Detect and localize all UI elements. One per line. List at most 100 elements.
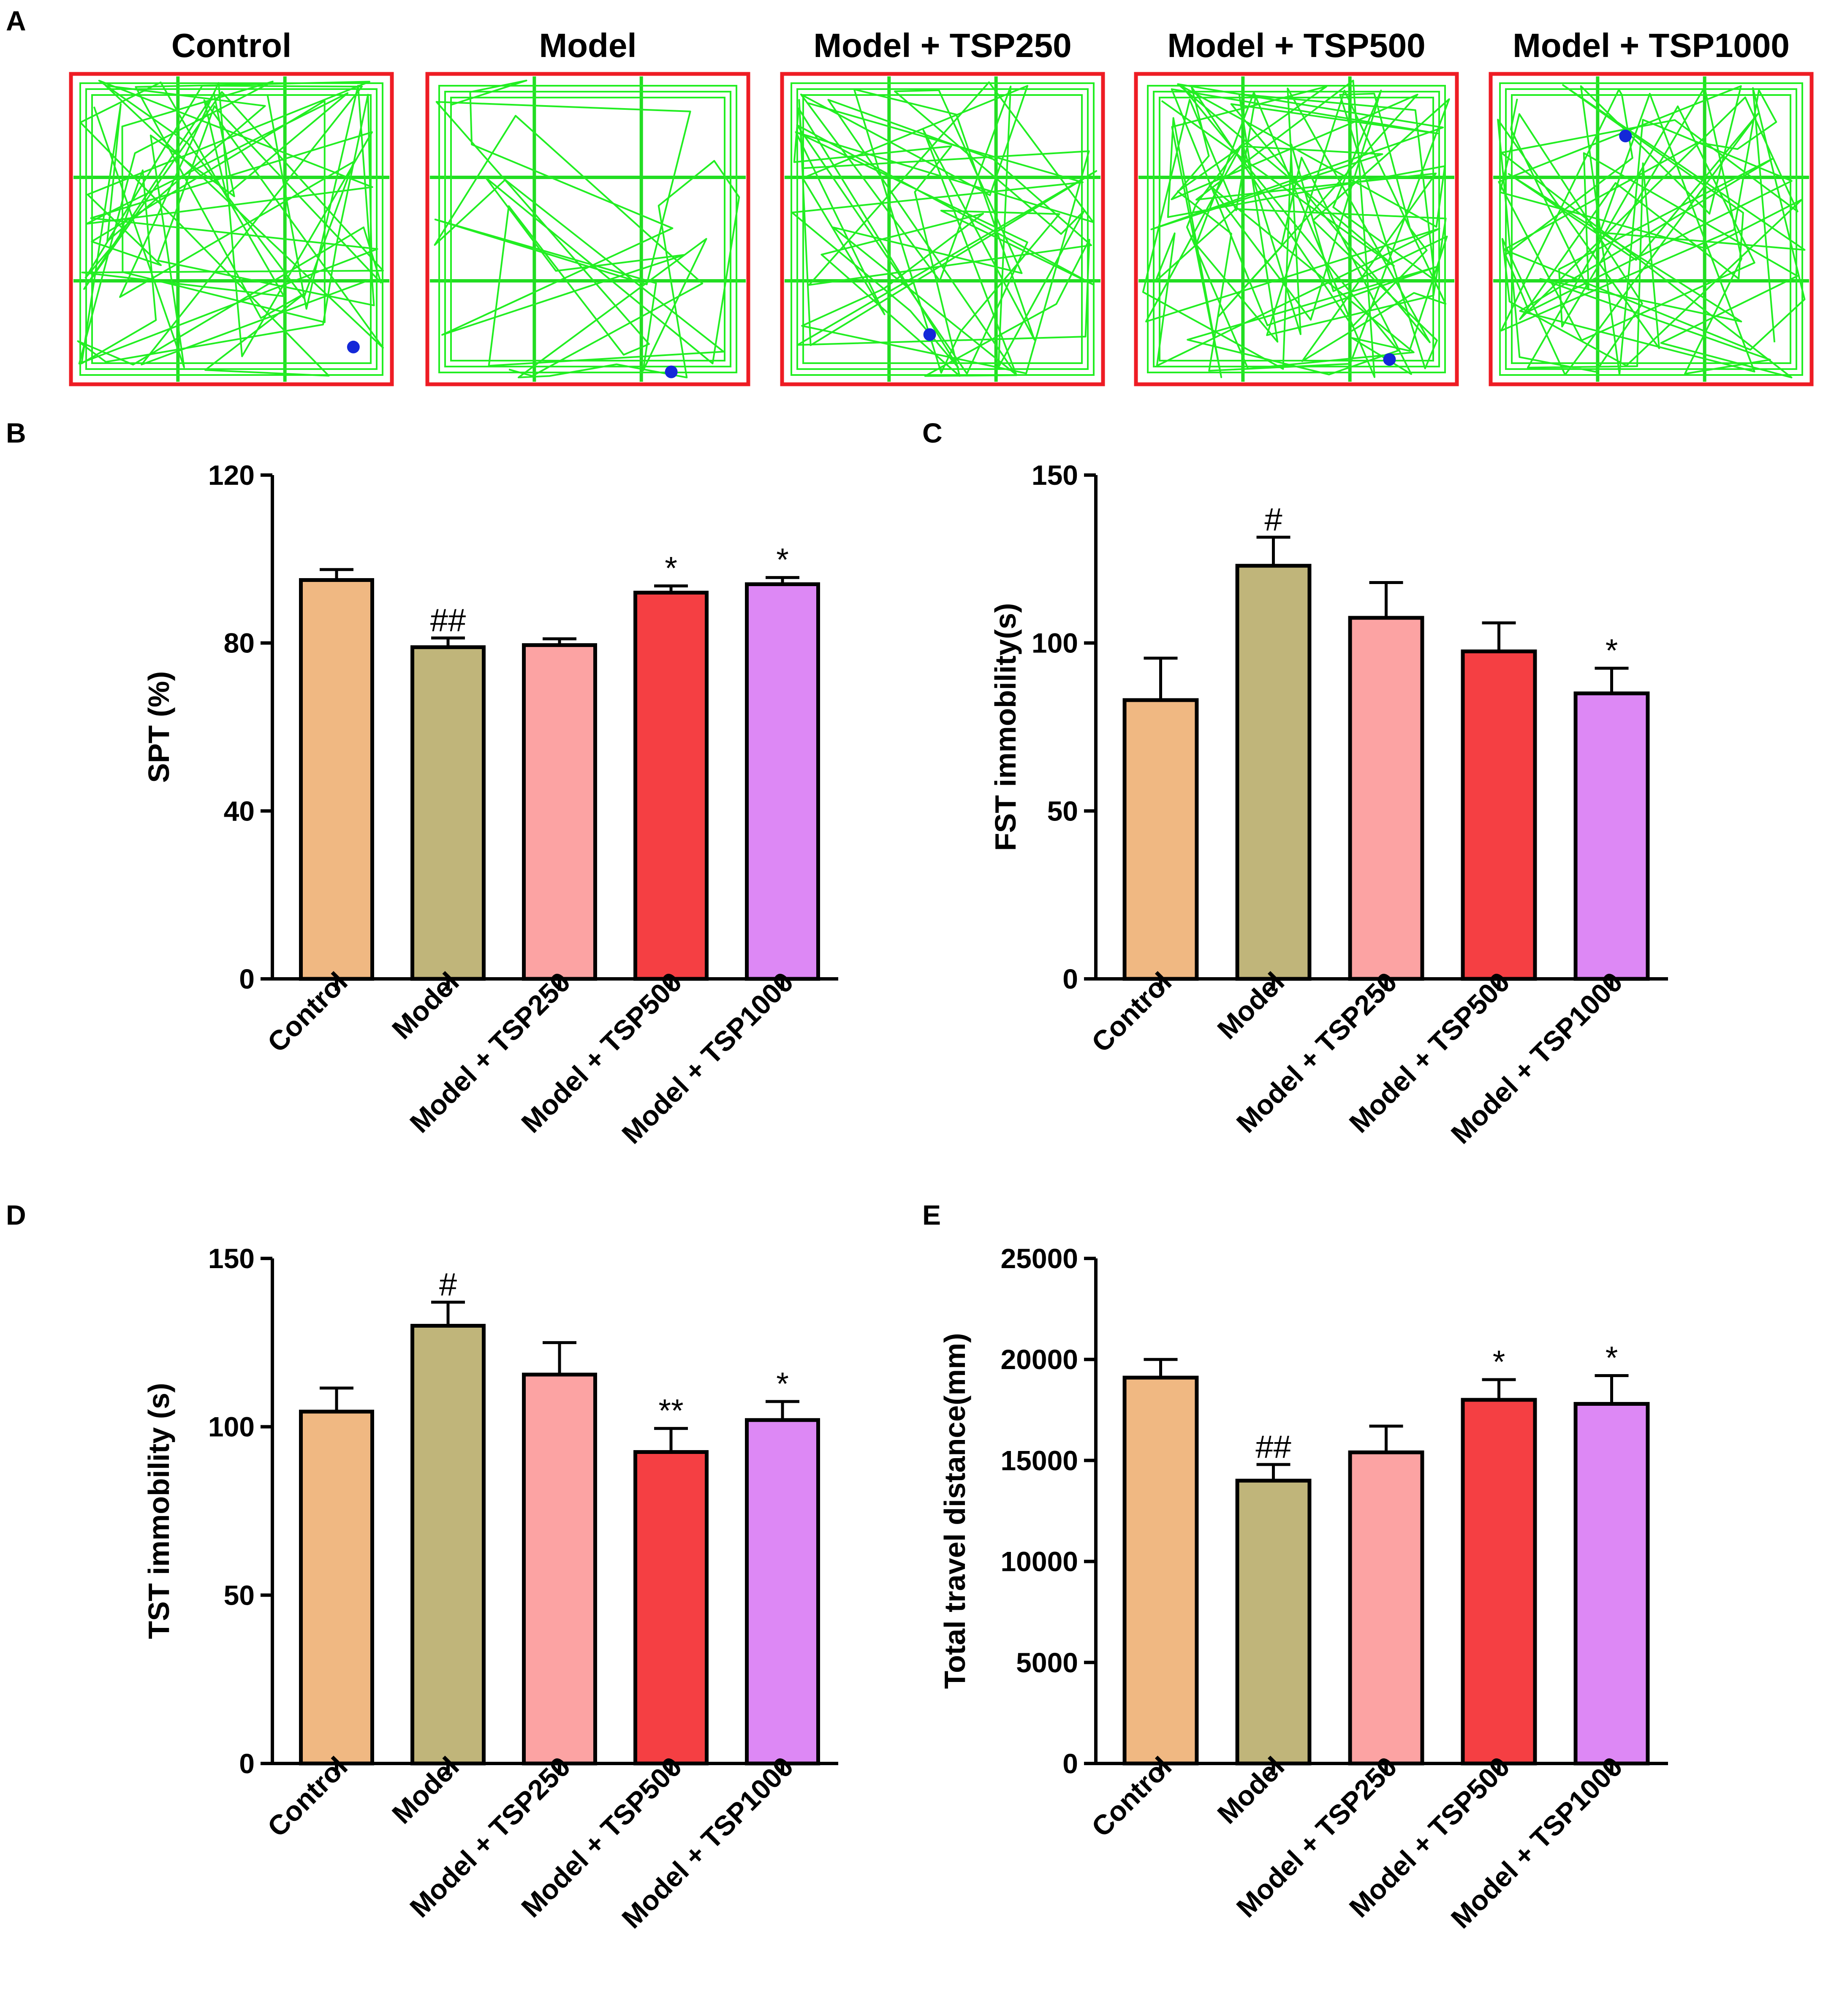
significance-marker: # — [439, 1267, 457, 1303]
bar-3 — [522, 1372, 597, 1766]
significance-marker: # — [1264, 502, 1282, 538]
y-tick-label: 100 — [208, 1411, 255, 1443]
y-tick-label: 0 — [1062, 1748, 1078, 1779]
arena-inner — [785, 76, 1100, 382]
arena-track — [434, 79, 740, 378]
animal-position-marker — [1619, 130, 1632, 142]
arena-perimeter-track — [1147, 85, 1446, 373]
y-tick-label: 50 — [1047, 795, 1078, 826]
bar-4 — [1461, 1398, 1537, 1766]
bar-2 — [410, 645, 486, 981]
bar-5 — [1573, 1402, 1650, 1766]
y-tick-label: 100 — [1032, 628, 1078, 659]
arena-track — [1142, 79, 1450, 378]
arena-perimeter-track — [1511, 94, 1791, 364]
arena-inner — [1493, 76, 1809, 382]
y-tick-label: 40 — [224, 795, 255, 826]
animal-position-marker — [665, 365, 678, 378]
y-tick-label: 150 — [208, 1243, 255, 1274]
y-tick-label: 80 — [224, 628, 255, 659]
arena-perimeter-track — [450, 97, 725, 361]
arena-title: Control — [171, 27, 291, 64]
arena-inner — [430, 76, 746, 382]
open-field-arenas: Control Model Model + TSP250 Model + TSP500… — [69, 27, 1814, 386]
panel-letter-a: A — [6, 5, 26, 36]
animal-position-marker — [923, 328, 936, 341]
bar-1 — [1122, 698, 1199, 981]
bar-5 — [1573, 691, 1650, 981]
arena-4: Model + TSP500 — [1134, 27, 1459, 386]
animal-position-marker — [1383, 353, 1396, 366]
y-tick-label: 120 — [208, 459, 255, 491]
y-tick-label: 25000 — [1000, 1243, 1078, 1274]
bar-2 — [1235, 1478, 1312, 1766]
bar-1 — [299, 578, 374, 981]
y-tick-label: 0 — [1062, 963, 1078, 994]
panel-letter-e: E — [922, 1199, 941, 1231]
bar-5 — [745, 582, 820, 981]
y-axis-title: Total travel distance(mm) — [938, 1333, 971, 1689]
arena-perimeter-track — [1505, 88, 1797, 370]
bar-3 — [1348, 616, 1424, 981]
significance-marker: ** — [658, 1393, 683, 1429]
arena-perimeter-track — [1499, 82, 1803, 376]
arena-title: Model + TSP1000 — [1513, 27, 1790, 64]
arena-title: Model + TSP500 — [1167, 27, 1425, 64]
y-axis-title: FST immobility(s) — [989, 603, 1022, 851]
arena-3: Model + TSP250 — [780, 27, 1105, 386]
significance-marker: ## — [1255, 1429, 1291, 1465]
arena-perimeter-track — [1159, 97, 1434, 361]
arena-perimeter-track — [444, 91, 731, 367]
arena-5: Model + TSP1000 — [1489, 27, 1814, 386]
arena-2: Model — [425, 27, 750, 386]
significance-marker: * — [1493, 1344, 1505, 1380]
animal-position-marker — [347, 340, 360, 353]
bar-4 — [633, 1450, 709, 1766]
arena-perimeter-track — [802, 94, 1083, 364]
bar-1 — [299, 1410, 374, 1766]
y-tick-label: 0 — [239, 1748, 255, 1779]
y-tick-label: 50 — [224, 1579, 255, 1611]
significance-marker: * — [1606, 633, 1618, 668]
significance-marker: * — [1606, 1340, 1618, 1376]
y-tick-label: 150 — [1032, 459, 1078, 491]
arena-inner — [73, 76, 389, 382]
arena-perimeter-track — [1153, 91, 1440, 367]
arena-inner — [1138, 76, 1454, 382]
arena-perimeter-track — [85, 88, 378, 370]
y-tick-label: 5000 — [1016, 1647, 1078, 1678]
bar-3 — [522, 643, 597, 981]
arena-title: Model — [539, 27, 636, 64]
bar-1 — [1122, 1375, 1199, 1766]
significance-marker: * — [776, 542, 789, 578]
bar-2 — [1235, 564, 1312, 981]
arena-perimeter-track — [79, 82, 383, 376]
bar-4 — [1461, 649, 1537, 981]
arena-track — [77, 80, 384, 377]
y-tick-label: 0 — [239, 963, 255, 994]
y-tick-label: 20000 — [1000, 1344, 1078, 1375]
significance-marker: ## — [430, 603, 466, 638]
bar-3 — [1348, 1450, 1424, 1766]
y-tick-label: 15000 — [1000, 1445, 1078, 1476]
panel-letter-c: C — [922, 417, 943, 448]
chart-total-travel-distance: 0 5000 10000 15000 20000 25000 Total travel di… — [938, 1243, 1668, 1934]
arena-perimeter-track — [438, 85, 737, 373]
significance-marker: * — [665, 550, 677, 586]
arena-1: Control — [69, 27, 394, 386]
panel-letter-d: D — [6, 1199, 26, 1231]
arena-perimeter-track — [91, 94, 372, 364]
y-axis-title: SPT (%) — [142, 671, 175, 782]
arena-title: Model + TSP250 — [813, 27, 1071, 64]
bar-2 — [410, 1323, 486, 1766]
bar-5 — [745, 1418, 820, 1766]
arena-perimeter-track — [791, 82, 1095, 376]
arena-track — [791, 81, 1098, 377]
significance-marker: * — [776, 1366, 789, 1402]
arena-track — [1497, 84, 1806, 378]
arena-frame — [425, 72, 750, 386]
